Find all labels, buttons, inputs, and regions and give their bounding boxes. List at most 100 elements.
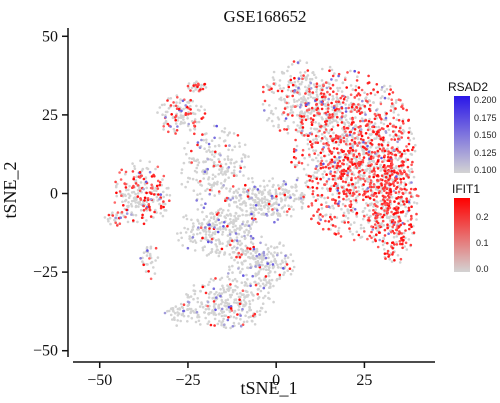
scatter-point bbox=[311, 192, 315, 196]
scatter-point bbox=[386, 208, 390, 211]
scatter-point bbox=[242, 320, 246, 324]
scatter-point bbox=[247, 177, 250, 180]
scatter-point bbox=[157, 193, 160, 196]
scatter-point bbox=[350, 134, 354, 138]
scatter-point bbox=[176, 319, 179, 322]
scatter-point bbox=[269, 252, 273, 255]
scatter-point bbox=[366, 144, 369, 148]
scatter-point bbox=[251, 237, 255, 240]
scatter-point bbox=[201, 116, 205, 119]
scatter-point bbox=[342, 172, 346, 175]
scatter-point bbox=[383, 248, 386, 251]
scatter-point bbox=[182, 309, 185, 313]
scatter-point bbox=[310, 202, 314, 205]
scatter-point bbox=[167, 130, 170, 134]
scatter-point bbox=[193, 311, 196, 314]
scatter-point bbox=[310, 142, 314, 146]
scatter-point bbox=[315, 93, 319, 96]
scatter-point bbox=[139, 257, 142, 260]
scatter-point bbox=[187, 301, 191, 304]
scatter-point bbox=[228, 233, 232, 236]
scatter-point bbox=[331, 178, 335, 181]
scatter-point bbox=[273, 207, 276, 210]
scatter-point bbox=[192, 284, 196, 287]
scatter-point bbox=[383, 84, 386, 88]
scatter-point bbox=[333, 161, 337, 164]
scatter-point bbox=[388, 253, 391, 257]
scatter-point bbox=[162, 200, 165, 203]
scatter-point bbox=[310, 109, 314, 112]
scatter-point bbox=[255, 247, 259, 251]
scatter-point bbox=[346, 157, 350, 160]
scatter-point bbox=[343, 221, 347, 224]
scatter-point bbox=[400, 155, 403, 158]
scatter-point bbox=[352, 188, 356, 192]
x-tick-label: −25 bbox=[175, 372, 200, 389]
scatter-point bbox=[165, 187, 169, 190]
scatter-point bbox=[234, 211, 238, 215]
scatter-point bbox=[354, 137, 357, 140]
scatter-point bbox=[362, 156, 366, 159]
scatter-point bbox=[216, 248, 219, 252]
scatter-point bbox=[317, 112, 320, 115]
scatter-point bbox=[351, 121, 354, 124]
scatter-point bbox=[304, 85, 307, 89]
scatter-point bbox=[165, 193, 169, 197]
scatter-point bbox=[230, 239, 234, 243]
scatter-point bbox=[391, 246, 395, 250]
scatter-point bbox=[373, 93, 377, 97]
scatter-point bbox=[382, 147, 385, 150]
scatter-point bbox=[224, 144, 228, 148]
scatter-point bbox=[319, 125, 322, 128]
scatter-point bbox=[156, 199, 159, 202]
scatter-point bbox=[113, 201, 117, 204]
scatter-point bbox=[386, 252, 389, 255]
scatter-point bbox=[292, 150, 296, 153]
scatter-point bbox=[363, 179, 367, 183]
scatter-point bbox=[365, 213, 369, 217]
scatter-point bbox=[306, 163, 310, 167]
scatter-point bbox=[217, 144, 221, 147]
scatter-point bbox=[352, 153, 356, 156]
scatter-point bbox=[352, 173, 356, 177]
scatter-point bbox=[228, 268, 231, 271]
scatter-point bbox=[133, 196, 137, 199]
scatter-point bbox=[267, 272, 270, 275]
scatter-point bbox=[392, 181, 396, 184]
scatter-point bbox=[272, 82, 276, 85]
scatter-point bbox=[256, 202, 260, 206]
scatter-point bbox=[382, 122, 386, 126]
scatter-point bbox=[291, 111, 295, 114]
scatter-point bbox=[382, 198, 385, 201]
scatter-point bbox=[315, 138, 319, 141]
scatter-point bbox=[187, 314, 190, 318]
scatter-point bbox=[328, 65, 332, 69]
scatter-point bbox=[194, 83, 197, 87]
scatter-point bbox=[246, 266, 249, 270]
scatter-point bbox=[156, 179, 160, 183]
scatter-point bbox=[376, 221, 380, 225]
scatter-point bbox=[225, 213, 229, 217]
legend-rsad2: RSAD2 0.200 0.175 0.150 0.125 0.100 bbox=[448, 80, 497, 175]
scatter-point bbox=[401, 210, 405, 213]
scatter-point bbox=[283, 271, 286, 274]
scatter-point bbox=[289, 253, 293, 256]
scatter-point bbox=[256, 197, 260, 200]
scatter-point bbox=[184, 214, 188, 217]
scatter-point bbox=[245, 228, 248, 232]
scatter-point bbox=[389, 109, 393, 112]
scatter-point bbox=[227, 148, 230, 152]
scatter-point bbox=[310, 77, 314, 81]
scatter-point bbox=[373, 202, 376, 206]
scatter-point bbox=[272, 300, 275, 304]
scatter-point bbox=[203, 112, 207, 115]
scatter-point bbox=[317, 84, 321, 88]
scatter-point bbox=[337, 74, 340, 78]
scatter-point bbox=[280, 206, 284, 210]
scatter-point bbox=[124, 186, 128, 189]
scatter-point bbox=[261, 302, 265, 306]
scatter-point bbox=[331, 224, 335, 227]
scatter-point bbox=[207, 320, 211, 323]
scatter-point bbox=[390, 260, 394, 263]
scatter-point bbox=[250, 223, 253, 226]
